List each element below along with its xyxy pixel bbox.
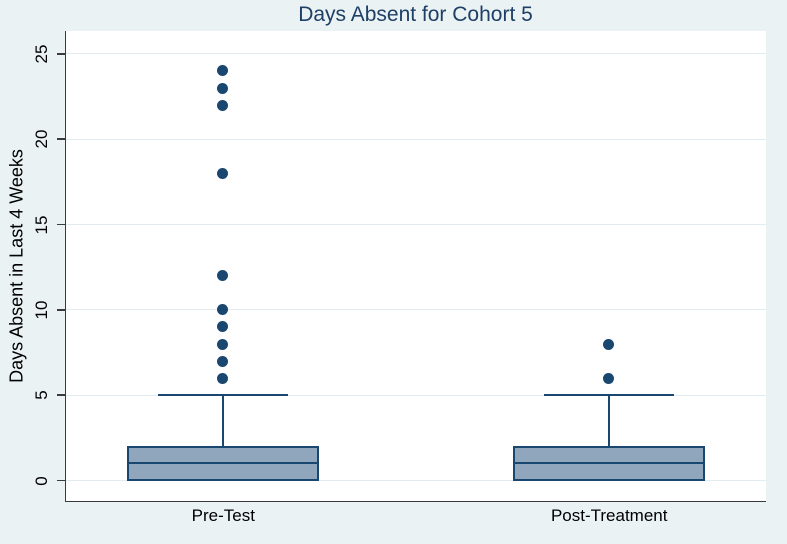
box-0 (126, 446, 319, 481)
gridline-y15 (66, 224, 766, 226)
y-tick-label-10: 10 (32, 300, 51, 320)
y-tick-10 (57, 309, 65, 311)
box-1 (512, 446, 705, 481)
y-tick-label-5: 5 (32, 390, 51, 400)
outlier-dot-6 (603, 372, 615, 384)
outlier-dot-8 (217, 338, 229, 350)
outlier-dot-18 (217, 167, 229, 179)
y-axis-title: Days Absent in Last 4 Weeks (6, 149, 27, 383)
gridline-y10 (66, 309, 766, 311)
y-tick-0 (57, 479, 65, 482)
outlier-dot-6 (217, 372, 229, 384)
gridline-y25 (66, 53, 766, 55)
outlier-dot-23 (217, 82, 229, 94)
outlier-dot-9 (217, 321, 229, 333)
y-tick-5 (57, 394, 65, 396)
gridline-y0 (66, 480, 766, 482)
gridline-y20 (66, 138, 766, 140)
outlier-dot-12 (217, 270, 229, 282)
gridline-y5 (66, 394, 766, 396)
y-tick-label-0: 0 (32, 475, 51, 486)
outlier-dot-8 (603, 338, 615, 350)
y-tick-label-15: 15 (32, 215, 51, 234)
outlier-dot-24 (217, 65, 229, 77)
plot-area (65, 31, 766, 502)
y-tick-label-20: 20 (32, 129, 51, 149)
chart-title: Days Absent for Cohort 5 (298, 3, 533, 26)
outlier-dot-22 (217, 99, 229, 111)
y-tick-label-25: 25 (32, 44, 51, 64)
median-line (128, 462, 317, 465)
y-tick-25 (57, 53, 65, 55)
y-tick-15 (57, 223, 65, 226)
outlier-dot-10 (217, 304, 229, 316)
median-line (514, 462, 703, 465)
upper-whisker-stem (607, 395, 610, 447)
x-category-label-1: Post-Treatment (550, 506, 668, 525)
upper-whisker-stem (221, 395, 224, 447)
x-category-label-0: Pre-Test (191, 506, 255, 525)
outlier-dot-7 (217, 355, 229, 367)
y-tick-20 (57, 138, 65, 140)
